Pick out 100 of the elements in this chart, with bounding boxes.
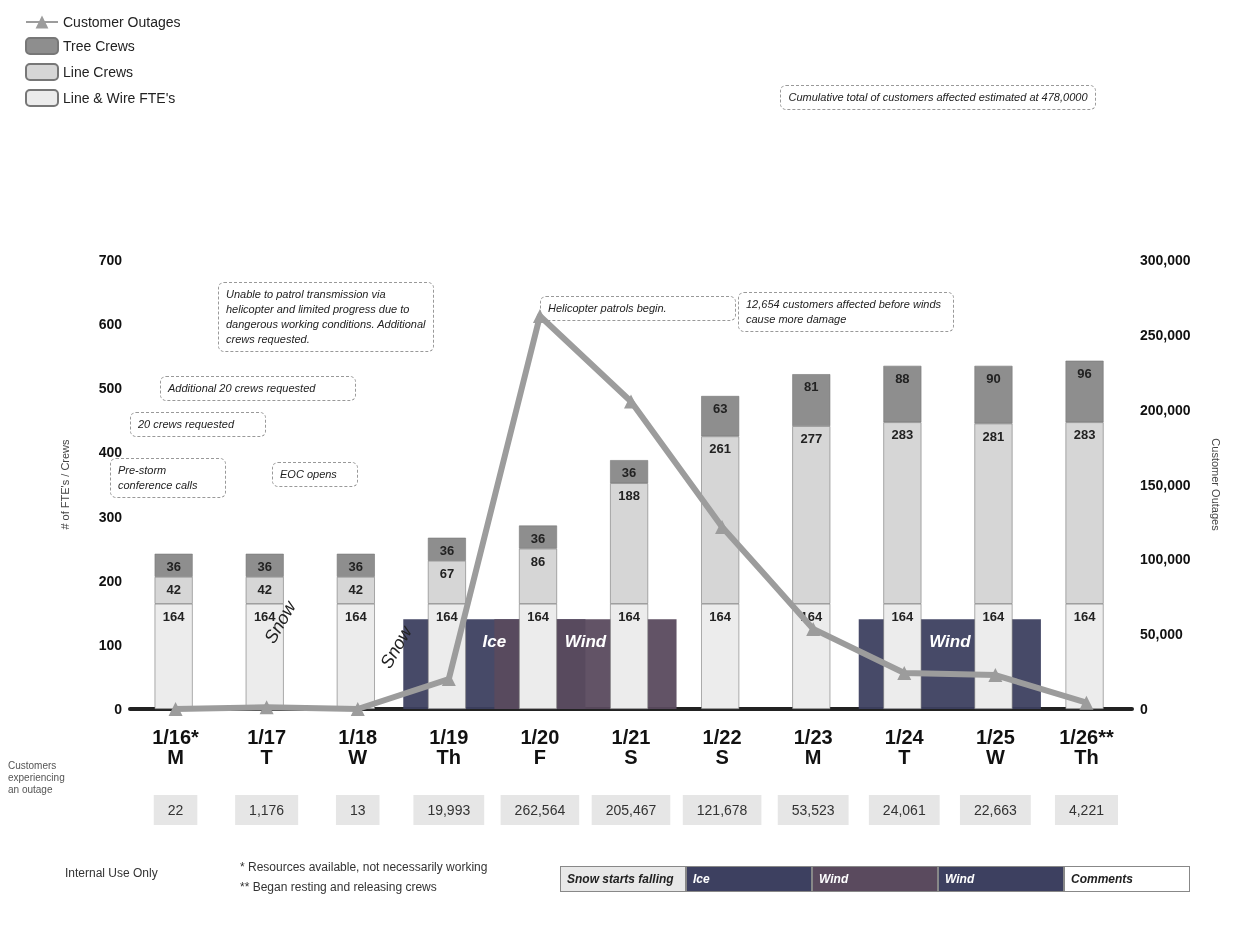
data-label: 164 [162, 608, 186, 624]
data-label: 164 [891, 608, 914, 624]
data-label: 42 [166, 581, 181, 597]
data-label: 281 [982, 428, 1005, 444]
annotation: Helicopter patrols begin. [540, 296, 736, 321]
x-tick-label: 1/16* M [152, 726, 200, 768]
data-label: 53,523 [791, 802, 835, 818]
x-tick-label: 1/22 S [702, 726, 742, 768]
text: Snow starts falling [560, 866, 686, 892]
legend-label: Line Crews [63, 64, 134, 80]
data-label: 22 [167, 802, 184, 818]
data-label: 81 [804, 379, 819, 395]
data-label: 42 [257, 581, 272, 597]
point [1079, 695, 1094, 710]
y-tick-label: 500 [98, 380, 123, 397]
annotation: 12,654 customers affected before winds cause more damage [738, 292, 954, 332]
x-tick-label: 1/25 W [975, 726, 1015, 768]
y-tick-label: 700 [98, 252, 123, 268]
text: Comments [1064, 866, 1190, 892]
x-tick-label: 1/19 Th [429, 726, 469, 768]
data-label: 164 [527, 608, 550, 624]
y-tick-label: 200 [98, 572, 123, 589]
data-label: 13 [349, 802, 366, 818]
data-label: 261 [709, 441, 732, 457]
data-label: 283 [1073, 427, 1096, 443]
x-tick-label: 1/26** Th [1059, 726, 1114, 768]
data-label: 36 [439, 542, 455, 558]
y2-tick-label: 100,000 [1140, 551, 1191, 568]
y2-tick-label: 300,000 [1140, 252, 1191, 268]
data-label: 262,564 [514, 802, 566, 818]
point [259, 700, 274, 715]
x-tick-label: 1/21 S [611, 726, 651, 768]
data-label: 188 [618, 488, 640, 504]
data-label: 86 [530, 553, 546, 569]
data-label: 164 [1073, 608, 1097, 624]
legend-label: Customer Outages [63, 14, 181, 30]
text: Customers experiencing an outage [8, 760, 66, 796]
point [806, 621, 821, 636]
y-tick-label: 600 [98, 316, 123, 333]
annotation: 20 crews requested [130, 412, 266, 437]
text: Cumulative total of customers affected estimated at 478,0000 [780, 85, 1096, 110]
data-label: 121,678 [696, 802, 748, 818]
point [168, 701, 183, 716]
text: Internal Use Only [65, 866, 158, 881]
data-label: 22,663 [973, 802, 1017, 818]
band-label: Wind [929, 632, 972, 652]
data-label: 164 [709, 608, 732, 624]
data-label: 164 [982, 608, 1006, 624]
y2-axis-title: Customer Outages [1209, 438, 1222, 532]
data-label: 67 [439, 565, 455, 581]
data-label: 24,061 [882, 802, 926, 818]
band-label: Ice [482, 632, 507, 652]
data-label: 90 [986, 370, 1001, 386]
data-label: 19,993 [427, 802, 471, 818]
y2-tick-label: 0 [1140, 701, 1148, 717]
band-label: Wind [564, 632, 607, 652]
annotation: Pre-storm conference calls [118, 464, 198, 491]
data-label: 36 [530, 530, 546, 546]
data-label: 36 [257, 558, 272, 574]
legend-label: Line & Wire FTE's [63, 90, 176, 106]
y2-tick-label: 50,000 [1140, 626, 1184, 643]
y-tick-label: 400 [98, 444, 123, 461]
y2-tick-label: 250,000 [1140, 326, 1191, 343]
text: Wind [819, 872, 849, 886]
x-tick-label: 1/24 T [884, 726, 925, 768]
legend-label: Tree Crews [63, 38, 135, 54]
data-label: 36 [166, 558, 181, 574]
text: * Resources available, not necessarily working [240, 860, 488, 875]
annotation: Unable to patrol transmission via helicopter and limited progress due to dangerous working conditions. Additional crews requested. [218, 282, 434, 352]
y-axis-title: # of FTE's / Crews [58, 438, 71, 530]
y-tick-label: 0 [114, 701, 123, 717]
x-tick-label: 1/23 M [793, 726, 833, 768]
x-tick-label: 1/18 W [338, 726, 378, 768]
data-label: 164 [436, 608, 459, 624]
data-label: 96 [1077, 365, 1092, 381]
data-label: 36 [348, 558, 364, 574]
data-label: 277 [800, 431, 823, 447]
data-label: 88 [895, 370, 910, 386]
annotation: EOC opens [272, 462, 358, 487]
text: Ice [693, 872, 710, 886]
data-label: 1,176 [249, 802, 285, 818]
x-tick-label: 1/17 T [247, 726, 287, 768]
data-label: 4,221 [1068, 802, 1105, 818]
point [897, 665, 912, 680]
data-label: 164 [618, 608, 641, 624]
text: Wind [945, 872, 975, 886]
data-label: 63 [712, 400, 728, 416]
data-label: 36 [621, 465, 637, 481]
x-tick-label: 1/20 F [520, 726, 560, 768]
point [988, 668, 1003, 683]
text: ** Began resting and releasing crews [240, 880, 437, 895]
data-label: 164 [344, 608, 368, 624]
y-tick-label: 100 [98, 636, 123, 653]
y2-tick-label: 150,000 [1140, 476, 1191, 493]
y-tick-label: 300 [98, 508, 123, 525]
data-label: 283 [891, 427, 914, 443]
data-label: 205,467 [605, 802, 657, 818]
y2-tick-label: 200,000 [1140, 401, 1191, 418]
point [350, 701, 365, 716]
annotation: Additional 20 crews requested [160, 376, 356, 401]
